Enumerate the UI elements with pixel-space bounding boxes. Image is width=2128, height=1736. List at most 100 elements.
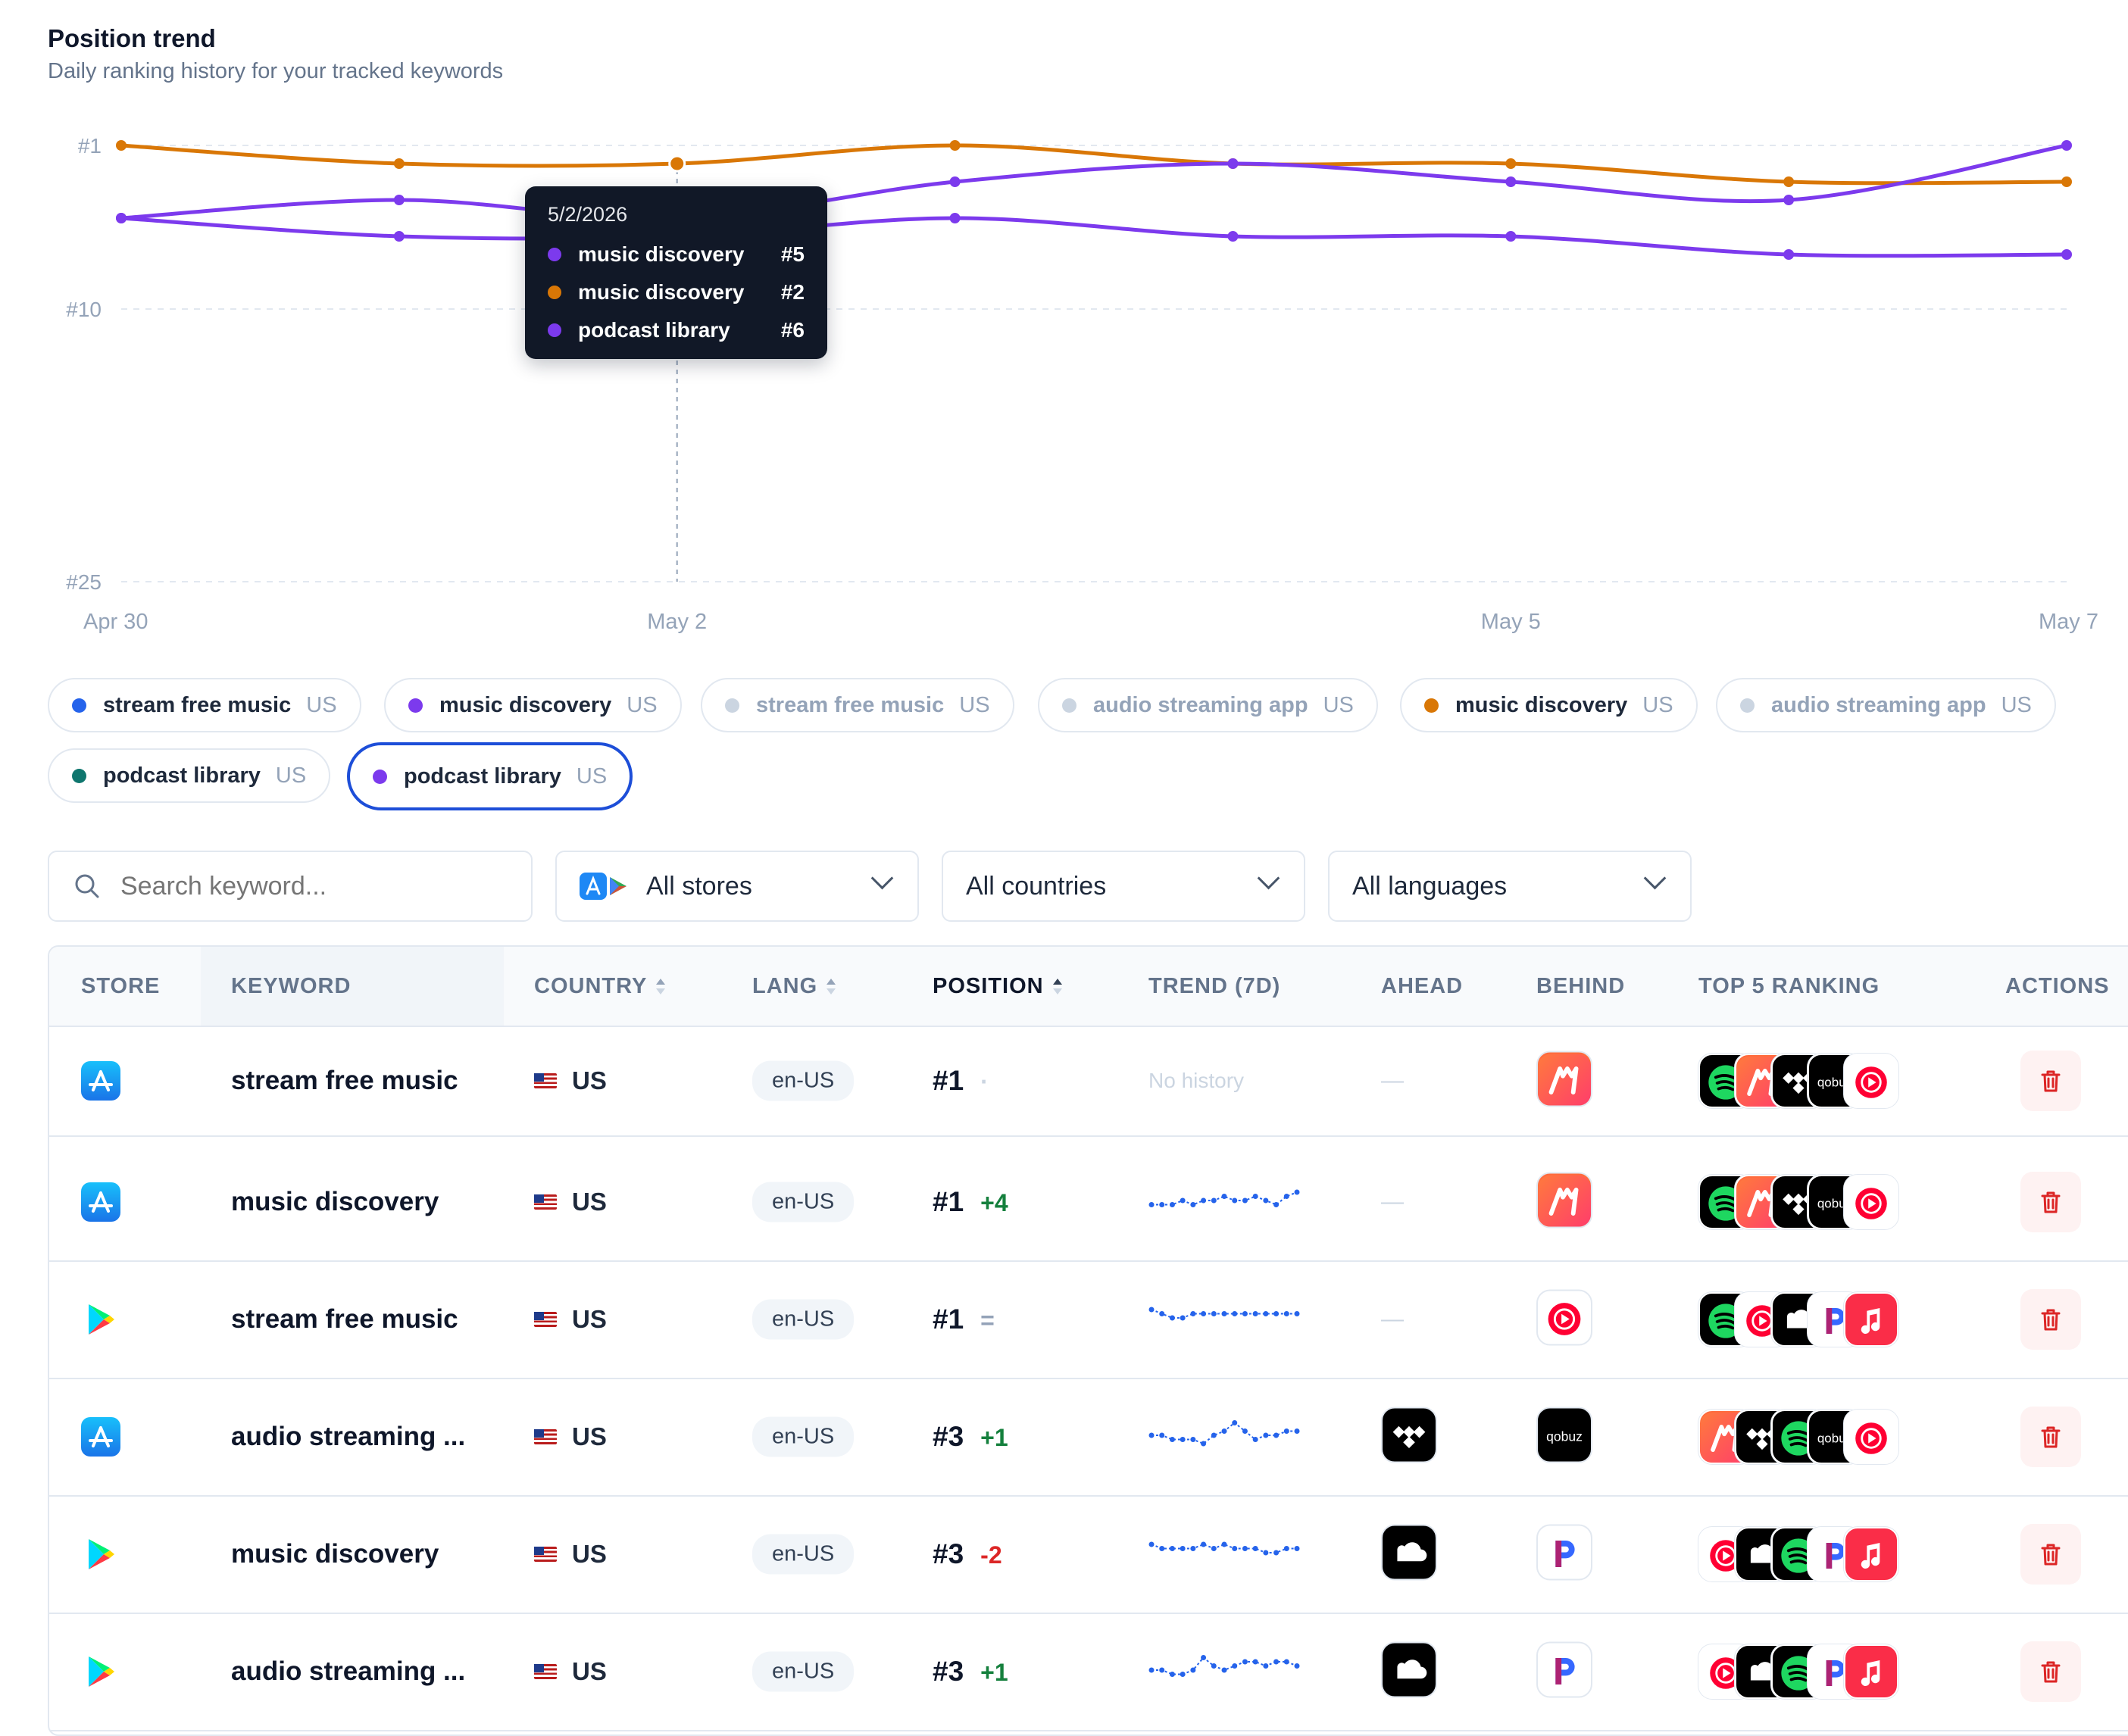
delete-button[interactable]	[2020, 1406, 2081, 1467]
series-point[interactable]	[116, 213, 127, 223]
series-point[interactable]	[1505, 176, 1517, 187]
legend-chip[interactable]: podcast library US	[347, 742, 633, 810]
behind-cell[interactable]	[1536, 1172, 1592, 1232]
legend-chip[interactable]: music discovery US	[1400, 678, 1698, 732]
delete-button[interactable]	[2020, 1050, 2081, 1111]
position-value: #3	[933, 1655, 964, 1687]
series-point[interactable]	[2061, 249, 2072, 260]
series-point[interactable]	[1505, 231, 1517, 242]
table-row[interactable]: audio streaming ... US en-US #3 +1 qobuz …	[49, 1378, 2128, 1497]
ahead-cell[interactable]: —	[1381, 1307, 1404, 1332]
sparkline-point	[1263, 1310, 1269, 1316]
legend-chip[interactable]: audio streaming app US	[1038, 678, 1378, 732]
store-select[interactable]: All stores	[555, 851, 919, 922]
ahead-empty: —	[1381, 1306, 1404, 1332]
search-input[interactable]	[119, 870, 516, 902]
table-row[interactable]: stream free music US en-US #1 = —	[49, 1260, 2128, 1379]
ahead-cell[interactable]	[1381, 1407, 1437, 1466]
series-point[interactable]	[949, 140, 961, 151]
table-row[interactable]: audio streaming ... US en-US #3 +1	[49, 1613, 2128, 1731]
sparkline-point	[1159, 1310, 1165, 1316]
sparkline-point	[1190, 1310, 1196, 1316]
legend-chip[interactable]: podcast library US	[48, 748, 331, 803]
series-point[interactable]	[949, 176, 961, 187]
ahead-cell[interactable]	[1381, 1524, 1437, 1584]
position-trend-chart[interactable]: #1 #10 #25 Apr 30 May 2 May 5 May 7	[0, 114, 2128, 644]
search-box[interactable]	[48, 851, 533, 922]
country-code: US	[572, 1539, 607, 1568]
series-point[interactable]	[1505, 158, 1517, 169]
series-point[interactable]	[1783, 195, 1795, 205]
tooltip-row: music discovery #2	[548, 273, 805, 311]
series-point[interactable]	[116, 140, 127, 151]
behind-cell[interactable]	[1536, 1289, 1592, 1349]
delete-button[interactable]	[2020, 1288, 2081, 1350]
position-delta: +1	[980, 1658, 1008, 1686]
keyword-cell: stream free music	[231, 1304, 458, 1334]
keyword-cell: stream free music	[231, 1065, 458, 1095]
keyword-header-highlight	[201, 947, 504, 1026]
position-cell: #3 +1	[933, 1421, 1008, 1453]
trend-cell	[1148, 1654, 1300, 1688]
behind-cell[interactable]	[1536, 1051, 1592, 1110]
series-point[interactable]	[393, 158, 405, 169]
x-tick-label: May 5	[1481, 610, 1541, 634]
sort-icon	[827, 977, 836, 997]
sparkline-point	[1294, 1663, 1300, 1669]
lang-badge: en-US	[752, 1299, 855, 1339]
behind-cell[interactable]: qobuz	[1536, 1407, 1592, 1466]
table-row[interactable]: music discovery US en-US #3 -2	[49, 1495, 2128, 1614]
series-point[interactable]	[949, 213, 961, 223]
ahead-cell[interactable]: —	[1381, 1189, 1404, 1215]
language-select[interactable]: All languages	[1328, 851, 1692, 922]
table-row[interactable]: music discovery US en-US #1 +4 — qobuz	[49, 1143, 2128, 1262]
app-store-icon	[81, 1060, 120, 1101]
delete-button[interactable]	[2020, 1523, 2081, 1585]
behind-cell[interactable]	[1536, 1524, 1592, 1584]
legend-country: US	[1642, 692, 1673, 717]
legend-dot	[72, 698, 86, 713]
position-cell: #1 ·	[933, 1065, 989, 1097]
series-point[interactable]	[1227, 158, 1239, 169]
behind-cell[interactable]	[1536, 1641, 1592, 1701]
sparkline-point	[1232, 1310, 1238, 1316]
actions-cell	[2020, 1406, 2081, 1467]
delete-button[interactable]	[2020, 1641, 2081, 1702]
sparkline-point	[1242, 1545, 1248, 1551]
sparkline-point	[1211, 1432, 1217, 1438]
trend-cell	[1148, 1185, 1300, 1219]
store-cell	[81, 1060, 120, 1101]
series-point[interactable]	[2061, 140, 2072, 151]
col-keyword[interactable]: KEYWORD	[231, 974, 352, 998]
ahead-cell[interactable]	[1381, 1641, 1437, 1701]
legend-chip[interactable]: stream free music US	[48, 678, 361, 732]
trend-sparkline	[1148, 1654, 1300, 1677]
series-point[interactable]	[393, 231, 405, 242]
sparkline-point	[1273, 1201, 1280, 1207]
series-point[interactable]	[1783, 249, 1795, 260]
col-position-header[interactable]: POSITION	[933, 974, 1062, 999]
ahead-cell[interactable]: —	[1381, 1068, 1404, 1094]
sparkline-point	[1169, 1315, 1175, 1320]
us-flag-icon	[534, 1194, 557, 1210]
legend-chip[interactable]: stream free music US	[701, 678, 1014, 732]
col-lang-header[interactable]: LANG	[752, 974, 836, 999]
actions-cell	[2020, 1523, 2081, 1585]
country-select[interactable]: All countries	[942, 851, 1305, 922]
legend-chip[interactable]: audio streaming app US	[1716, 678, 2056, 732]
store-icon	[580, 871, 628, 901]
col-country-header[interactable]: COUNTRY	[534, 974, 666, 999]
delete-button[interactable]	[2020, 1171, 2081, 1232]
position-value: #3	[933, 1538, 964, 1569]
series-point[interactable]	[668, 155, 686, 173]
col-ahead: AHEAD	[1381, 974, 1464, 998]
table-row[interactable]: stream free music US en-US #1 · No histor…	[49, 1026, 2128, 1137]
series-point[interactable]	[1783, 176, 1795, 187]
series-point[interactable]	[1227, 231, 1239, 242]
legend-chip[interactable]: music discovery US	[384, 678, 682, 732]
sparkline-point	[1190, 1545, 1196, 1551]
series-point[interactable]	[393, 195, 405, 205]
legend-dot	[725, 698, 739, 713]
sparkline-point	[1201, 1541, 1207, 1547]
series-point[interactable]	[2061, 176, 2072, 187]
